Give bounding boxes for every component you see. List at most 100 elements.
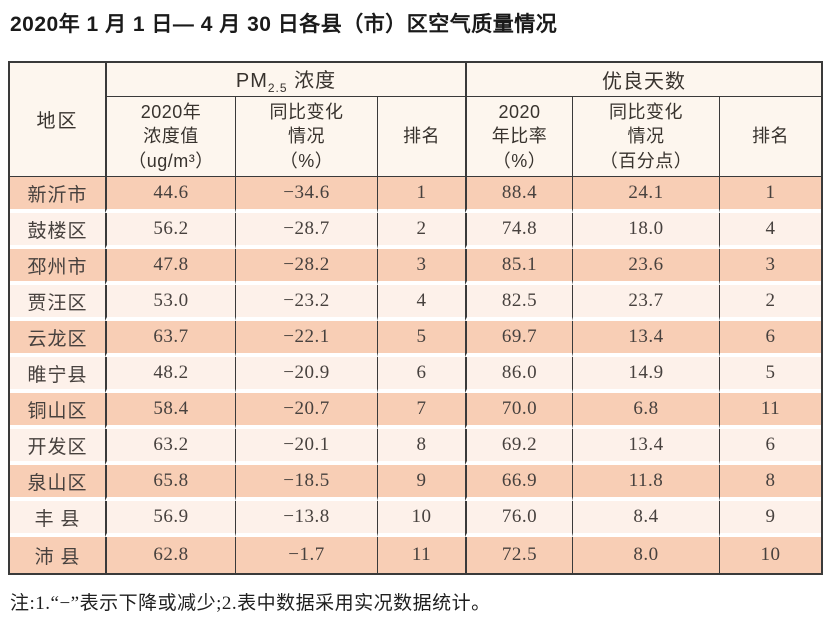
pm25-value-header: 2020年 浓度值 （ug/m³）: [105, 97, 235, 177]
pm-change-cell: −23.2: [235, 285, 377, 321]
table-body: 新沂市 44.6 −34.6 1 88.4 24.1 1 鼓楼区 56.2 −28.7 2 74.8 1…: [10, 177, 822, 573]
good-rank-cell: 6: [719, 321, 822, 357]
region-cell: 云龙区: [10, 321, 105, 357]
good-ratio-cell: 85.1: [465, 249, 573, 285]
region-column-header: 地区: [10, 63, 105, 177]
good-change-cell: 23.7: [572, 285, 720, 321]
good-rank-cell: 10: [719, 537, 822, 573]
table-row: 贾汪区 53.0 −23.2 4 82.5 23.7 2: [10, 285, 822, 321]
pm25-rank-header: 排名: [377, 97, 466, 177]
table-row: 泉山区 65.8 −18.5 9 66.9 11.8 8: [10, 465, 822, 501]
table-row: 铜山区 58.4 −20.7 7 70.0 6.8 11: [10, 393, 822, 429]
pm25-change-header: 同比变化 情况 （%）: [235, 97, 377, 177]
group-header-row: 地区 PM2.5 浓度 优良天数: [10, 63, 822, 177]
good-change-cell: 11.8: [572, 465, 720, 501]
pm-rank-cell: 4: [377, 285, 466, 321]
pm-rank-cell: 10: [377, 501, 466, 537]
region-cell: 丰 县: [10, 501, 105, 537]
footnote: 注:1.“−”表示下降或减少;2.表中数据采用实况数据统计。: [10, 593, 491, 614]
pm-value-cell: 44.6: [105, 177, 235, 213]
good-ratio-header: 2020 年比率 （%）: [465, 97, 573, 177]
region-cell: 贾汪区: [10, 285, 105, 321]
pm-change-cell: −13.8: [235, 501, 377, 537]
pm-rank-cell: 11: [377, 537, 466, 573]
table-row: 开发区 63.2 −20.1 8 69.2 13.4 6: [10, 429, 822, 465]
air-quality-table: 地区 PM2.5 浓度 优良天数 2020年 浓度值 （ug/m³） 同比变化 …: [8, 61, 824, 575]
good-ratio-cell: 69.2: [465, 429, 573, 465]
sub-header-row: 2020年 浓度值 （ug/m³） 同比变化 情况 （%） 排名 2020 年比…: [10, 97, 822, 177]
region-cell: 开发区: [10, 429, 105, 465]
pm-value-cell: 56.2: [105, 213, 235, 249]
good-ratio-cell: 82.5: [465, 285, 573, 321]
pm-value-cell: 62.8: [105, 537, 235, 573]
good-rank-cell: 8: [719, 465, 822, 501]
good-rank-cell: 4: [719, 213, 822, 249]
pm-change-cell: −28.7: [235, 213, 377, 249]
pm-rank-cell: 5: [377, 321, 466, 357]
table-row: 新沂市 44.6 −34.6 1 88.4 24.1 1: [10, 177, 822, 213]
pm-rank-cell: 6: [377, 357, 466, 393]
region-cell: 沛 县: [10, 537, 105, 573]
pm25-label-subscript: 2.5: [267, 81, 288, 95]
pm25-label-prefix: PM: [235, 70, 268, 92]
pm-rank-cell: 9: [377, 465, 466, 501]
good-change-cell: 14.9: [572, 357, 720, 393]
region-cell: 睢宁县: [10, 357, 105, 393]
pm-value-cell: 63.7: [105, 321, 235, 357]
pm-change-cell: −20.1: [235, 429, 377, 465]
table-header: 地区 PM2.5 浓度 优良天数 2020年 浓度值 （ug/m³） 同比变化 …: [10, 63, 822, 177]
good-change-header: 同比变化 情况 （百分点）: [572, 97, 720, 177]
good-rank-cell: 11: [719, 393, 822, 429]
good-ratio-cell: 88.4: [465, 177, 573, 213]
good-rank-cell: 5: [719, 357, 822, 393]
table-row: 睢宁县 48.2 −20.9 6 86.0 14.9 5: [10, 357, 822, 393]
table-row: 邳州市 47.8 −28.2 3 85.1 23.6 3: [10, 249, 822, 285]
good-ratio-cell: 69.7: [465, 321, 573, 357]
good-ratio-cell: 76.0: [465, 501, 573, 537]
good-change-cell: 13.4: [572, 321, 720, 357]
good-rank-cell: 9: [719, 501, 822, 537]
pm-value-cell: 65.8: [105, 465, 235, 501]
pm-change-cell: −28.2: [235, 249, 377, 285]
table-row: 丰 县 56.9 −13.8 10 76.0 8.4 9: [10, 501, 822, 537]
pm25-label-suffix: 浓度: [287, 70, 337, 92]
pm-rank-cell: 3: [377, 249, 466, 285]
pm-change-cell: −22.1: [235, 321, 377, 357]
good-days-group-header: 优良天数: [465, 63, 822, 97]
pm-change-cell: −20.9: [235, 357, 377, 393]
good-rank-cell: 2: [719, 285, 822, 321]
pm-change-cell: −20.7: [235, 393, 377, 429]
good-rank-cell: 1: [719, 177, 822, 213]
pm-change-cell: −1.7: [235, 537, 377, 573]
region-cell: 邳州市: [10, 249, 105, 285]
table-row: 沛 县 62.8 −1.7 11 72.5 8.0 10: [10, 537, 822, 573]
region-cell: 泉山区: [10, 465, 105, 501]
page-title: 2020年 1 月 1 日— 4 月 30 日各县（市）区空气质量情况: [10, 13, 558, 36]
pm-change-cell: −34.6: [235, 177, 377, 213]
good-change-cell: 6.8: [572, 393, 720, 429]
good-ratio-cell: 72.5: [465, 537, 573, 573]
good-ratio-cell: 86.0: [465, 357, 573, 393]
good-rank-cell: 6: [719, 429, 822, 465]
good-change-cell: 8.0: [572, 537, 720, 573]
good-change-cell: 23.6: [572, 249, 720, 285]
pm-rank-cell: 1: [377, 177, 466, 213]
region-cell: 新沂市: [10, 177, 105, 213]
good-rank-cell: 3: [719, 249, 822, 285]
good-ratio-cell: 74.8: [465, 213, 573, 249]
table-row: 鼓楼区 56.2 −28.7 2 74.8 18.0 4: [10, 213, 822, 249]
pm-rank-cell: 8: [377, 429, 466, 465]
good-change-cell: 18.0: [572, 213, 720, 249]
good-ratio-cell: 66.9: [465, 465, 573, 501]
pm-rank-cell: 7: [377, 393, 466, 429]
pm-value-cell: 56.9: [105, 501, 235, 537]
pm-value-cell: 53.0: [105, 285, 235, 321]
pm-value-cell: 58.4: [105, 393, 235, 429]
region-cell: 铜山区: [10, 393, 105, 429]
pm-change-cell: −18.5: [235, 465, 377, 501]
pm-value-cell: 47.8: [105, 249, 235, 285]
table-row: 云龙区 63.7 −22.1 5 69.7 13.4 6: [10, 321, 822, 357]
good-change-cell: 13.4: [572, 429, 720, 465]
pm-value-cell: 63.2: [105, 429, 235, 465]
